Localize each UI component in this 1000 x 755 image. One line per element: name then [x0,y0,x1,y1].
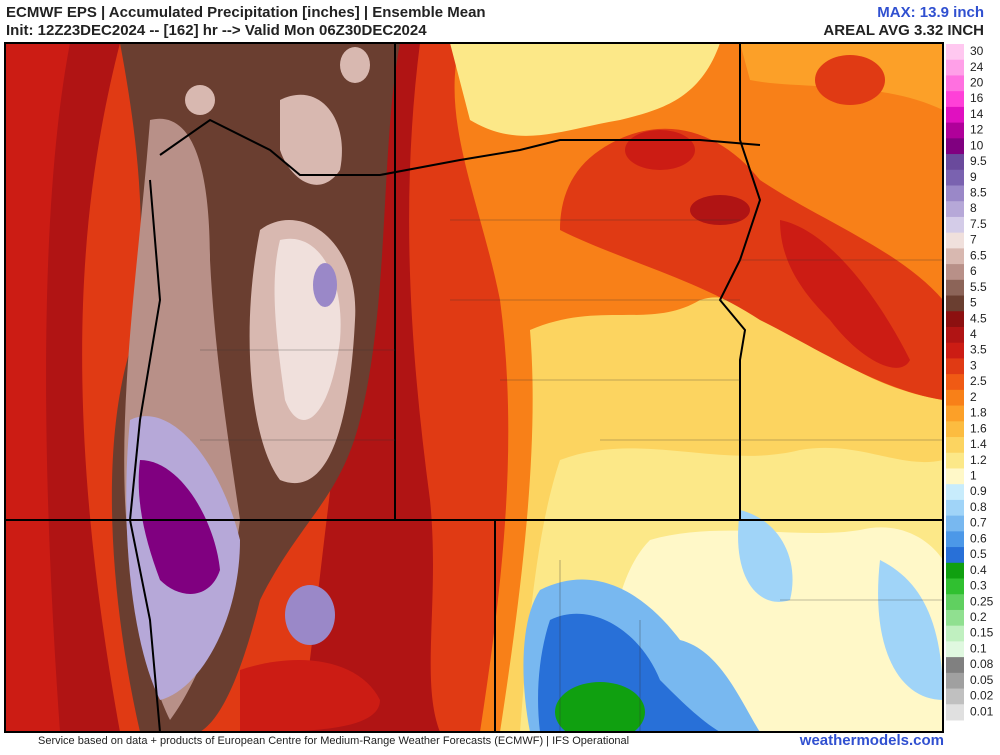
legend-label: 4 [970,327,977,341]
legend-label: 0.5 [970,547,987,561]
legend-swatch [946,672,964,690]
legend-swatch [946,578,964,595]
max-value: MAX: 13.9 inch [877,4,984,21]
legend-label: 16 [970,91,984,105]
legend-swatch [946,688,964,705]
legend-label: 0.1 [970,641,987,655]
legend-label: 6.5 [970,248,987,262]
legend-label: 14 [970,107,984,121]
title: ECMWF EPS | Accumulated Precipitation [i… [6,4,486,21]
legend-swatch [946,531,964,548]
legend-label: 0.6 [970,531,987,545]
legend-swatch [946,59,964,76]
legend-label: 0.05 [970,673,994,687]
legend-label: 8 [970,201,977,215]
legend-label: 2.5 [970,374,987,388]
legend-label: 7 [970,233,977,247]
legend-label: 0.02 [970,689,994,703]
legend-swatch [946,499,964,517]
legend-swatch [946,44,964,61]
legend-swatch [946,138,964,155]
legend-swatch [946,185,964,202]
legend-swatch [946,216,964,234]
legend-label: 0.08 [970,657,994,671]
legend-swatch [946,279,964,297]
legend-swatch [946,452,964,469]
legend-swatch [946,594,964,611]
legend-swatch [946,547,964,564]
legend-label: 8.5 [970,186,987,200]
legend-label: 1.4 [970,437,987,451]
legend-swatch [946,201,964,218]
areal-average: AREAL AVG 3.32 INCH [823,22,984,39]
legend-label: 1.2 [970,453,987,467]
legend-label: 0.7 [970,516,987,530]
legend-swatch [946,374,964,391]
legend-label: 0.9 [970,484,987,498]
legend-swatch [946,704,964,721]
legend-swatch [946,106,964,124]
legend-swatch [946,641,964,658]
legend-label: 6 [970,264,977,278]
legend-label: 20 [970,75,984,89]
legend-label: 3 [970,358,977,372]
legend-swatch [946,468,964,485]
legend-label: 2 [970,390,977,404]
legend-swatch [946,232,964,249]
legend-swatch [946,625,964,642]
legend-label: 0.3 [970,579,987,593]
map [4,42,944,733]
legend-swatch [946,154,964,171]
legend-swatch [946,484,964,501]
legend-swatch [946,609,964,627]
legend-label: 0.01 [970,704,994,718]
legend-swatch [946,562,964,580]
legend-swatch [946,295,964,312]
legend-label: 9.5 [970,154,987,168]
legend-label: 0.15 [970,626,994,640]
init-line: Init: 12Z23DEC2024 -- [162] hr --> Valid… [6,22,427,39]
legend-label: 0.8 [970,500,987,514]
legend-swatch [946,169,964,186]
legend-swatch [946,91,964,108]
legend-swatch [946,389,964,407]
legend-label: 1.8 [970,406,987,420]
legend-label: 24 [970,60,984,74]
legend-label: 12 [970,123,984,137]
legend-swatch [946,264,964,281]
legend-swatch [946,515,964,532]
legend-label: 5 [970,296,977,310]
legend-swatch [946,342,964,359]
legend-swatch [946,358,964,375]
legend-swatch [946,248,964,265]
legend-swatch [946,75,964,92]
legend-label: 10 [970,138,984,152]
legend-swatch [946,326,964,344]
legend-label: 5.5 [970,280,987,294]
legend-label: 9 [970,170,977,184]
legend-label: 1.6 [970,421,987,435]
legend-label: 3.5 [970,343,987,357]
legend-label: 4.5 [970,311,987,325]
legend-label: 1 [970,468,977,482]
legend-label: 0.2 [970,610,987,624]
legend-label: 7.5 [970,217,987,231]
legend-swatch [946,405,964,422]
legend-swatch [946,311,964,328]
legend-swatch [946,421,964,438]
legend-label: 30 [970,44,984,58]
legend: 302420161412109.598.587.576.565.554.543.… [946,44,994,721]
credit: Service based on data + products of Euro… [38,735,629,747]
legend-label: 0.25 [970,594,994,608]
legend-swatch [946,657,964,674]
legend-swatch [946,437,964,454]
legend-swatch [946,122,964,139]
legend-label: 0.4 [970,563,987,577]
site: weathermodels.com [799,732,944,749]
